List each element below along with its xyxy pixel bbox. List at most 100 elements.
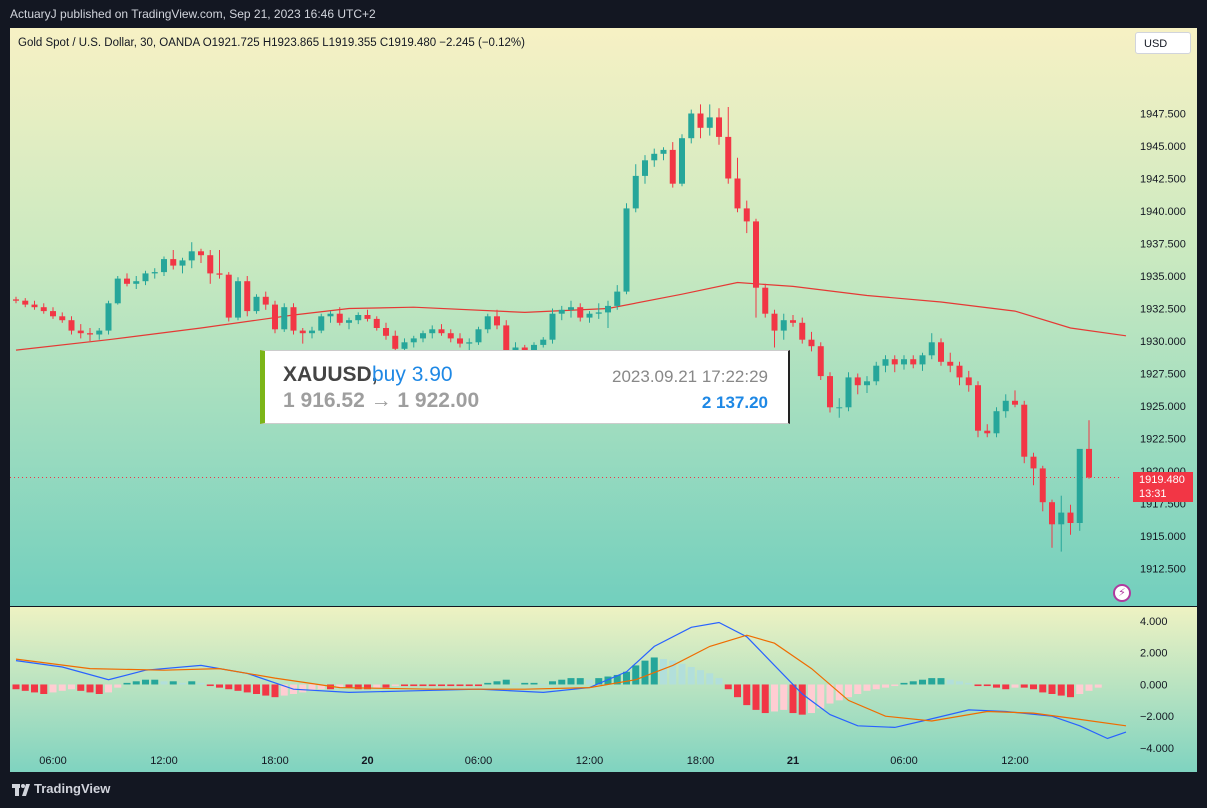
candle bbox=[993, 407, 1000, 438]
macd-histogram-bar bbox=[105, 684, 112, 693]
candle bbox=[549, 308, 556, 344]
macd-histogram-bar bbox=[937, 678, 945, 685]
macd-histogram-bar bbox=[549, 681, 556, 685]
candle-body bbox=[1067, 512, 1074, 523]
candle-body bbox=[623, 208, 630, 292]
candle-body bbox=[68, 320, 75, 331]
candle-body bbox=[161, 259, 167, 273]
chart-svg[interactable]: 1947.500 1945.000 1942.500 1940.000 1937.500… bbox=[10, 28, 1197, 772]
candle-body bbox=[336, 313, 343, 323]
candle bbox=[697, 104, 704, 139]
macd-histogram-bar bbox=[1030, 684, 1037, 690]
candle bbox=[207, 250, 214, 284]
macd-histogram-bar bbox=[1076, 684, 1084, 694]
candle bbox=[864, 376, 870, 393]
currency-button[interactable]: USD bbox=[1135, 32, 1191, 54]
candle bbox=[568, 300, 574, 318]
macd-histogram-bar bbox=[40, 684, 48, 694]
candle bbox=[1049, 499, 1055, 548]
candle bbox=[272, 300, 278, 334]
candle-body bbox=[198, 251, 204, 256]
candle-body bbox=[734, 178, 741, 209]
lightning-icon[interactable]: ⚡ bbox=[1113, 584, 1131, 602]
price-tick-label: 1935.000 bbox=[1140, 271, 1186, 283]
macd-histogram-bar bbox=[743, 684, 751, 706]
macd-histogram-bar bbox=[243, 684, 251, 693]
candle bbox=[1076, 448, 1083, 531]
candle-body bbox=[1030, 456, 1037, 469]
candle-body bbox=[697, 113, 704, 128]
candle bbox=[253, 294, 260, 314]
candle bbox=[281, 303, 288, 332]
macd-histogram-bar bbox=[863, 684, 871, 691]
chart-area[interactable]: 1947.500 1945.000 1942.500 1940.000 1937.500… bbox=[10, 28, 1197, 772]
candle bbox=[336, 307, 343, 326]
candle bbox=[225, 272, 232, 322]
candle-body bbox=[577, 307, 584, 318]
trade-info-box: XAUUSD, buy 3.90 2023.09.21 17:22:29 1 9… bbox=[260, 350, 790, 424]
candle-body bbox=[281, 307, 288, 330]
candle-body bbox=[540, 339, 547, 345]
candle bbox=[299, 328, 306, 344]
macd-pane-bg bbox=[10, 607, 1197, 772]
candle-body bbox=[651, 153, 658, 161]
candle-body bbox=[984, 430, 991, 434]
candle-body bbox=[716, 117, 722, 137]
macd-histogram-bar bbox=[225, 684, 233, 690]
candle-body bbox=[13, 299, 19, 301]
macd-histogram-bar bbox=[872, 684, 880, 690]
price-tick-label: 1942.500 bbox=[1140, 174, 1186, 186]
candle bbox=[235, 277, 241, 321]
candle bbox=[780, 313, 787, 340]
candle bbox=[854, 373, 861, 395]
last-price-tag: 1919.480 13:31 bbox=[1133, 472, 1193, 502]
candle-body bbox=[133, 281, 140, 284]
macd-histogram-bar bbox=[586, 679, 593, 685]
macd-histogram-bar bbox=[327, 684, 334, 690]
candle bbox=[142, 270, 149, 286]
macd-histogram-bar bbox=[280, 684, 288, 696]
candle bbox=[642, 155, 648, 184]
macd-histogram-bar bbox=[197, 682, 205, 685]
candle-body bbox=[854, 377, 861, 386]
macd-histogram-bar bbox=[12, 684, 20, 690]
macd-tick-label: 2.000 bbox=[1140, 648, 1168, 660]
macd-histogram-bar bbox=[650, 657, 658, 685]
candle bbox=[13, 296, 19, 304]
candle-body bbox=[780, 320, 787, 331]
candle bbox=[901, 355, 907, 370]
candle-body bbox=[299, 330, 306, 334]
candle-body bbox=[410, 338, 417, 343]
macd-histogram-bar bbox=[299, 684, 307, 693]
time-tick-label: 20 bbox=[361, 755, 373, 767]
macd-histogram-bar bbox=[502, 679, 510, 685]
candle bbox=[420, 330, 426, 343]
candle bbox=[161, 256, 167, 276]
candle bbox=[956, 361, 963, 386]
candle-body bbox=[1039, 468, 1046, 503]
macd-histogram-bar bbox=[410, 684, 418, 687]
candle-body bbox=[1058, 512, 1065, 525]
macd-histogram-bar bbox=[456, 684, 464, 687]
candle bbox=[725, 107, 732, 184]
macd-histogram-bar bbox=[253, 684, 260, 694]
macd-histogram-bar bbox=[336, 684, 344, 688]
candle bbox=[373, 316, 380, 331]
macd-histogram-bar bbox=[1048, 684, 1056, 694]
candle-body bbox=[1002, 400, 1009, 412]
candle-body bbox=[59, 316, 66, 321]
candle-body bbox=[142, 273, 149, 282]
candle bbox=[179, 257, 186, 274]
candle bbox=[845, 372, 852, 412]
macd-histogram-bar bbox=[632, 665, 640, 685]
macd-histogram-bar bbox=[919, 679, 926, 685]
trade-datetime: 2023.09.21 17:22:29 bbox=[612, 367, 768, 386]
macd-histogram-bar bbox=[669, 660, 677, 685]
footer-brand[interactable]: TradingView bbox=[34, 781, 111, 796]
candle bbox=[1002, 394, 1009, 418]
time-tick-label: 21 bbox=[787, 755, 799, 767]
candle bbox=[1039, 465, 1046, 512]
candle bbox=[410, 335, 417, 348]
candle bbox=[124, 273, 130, 287]
trade-action: buy 3.90 bbox=[372, 363, 453, 386]
